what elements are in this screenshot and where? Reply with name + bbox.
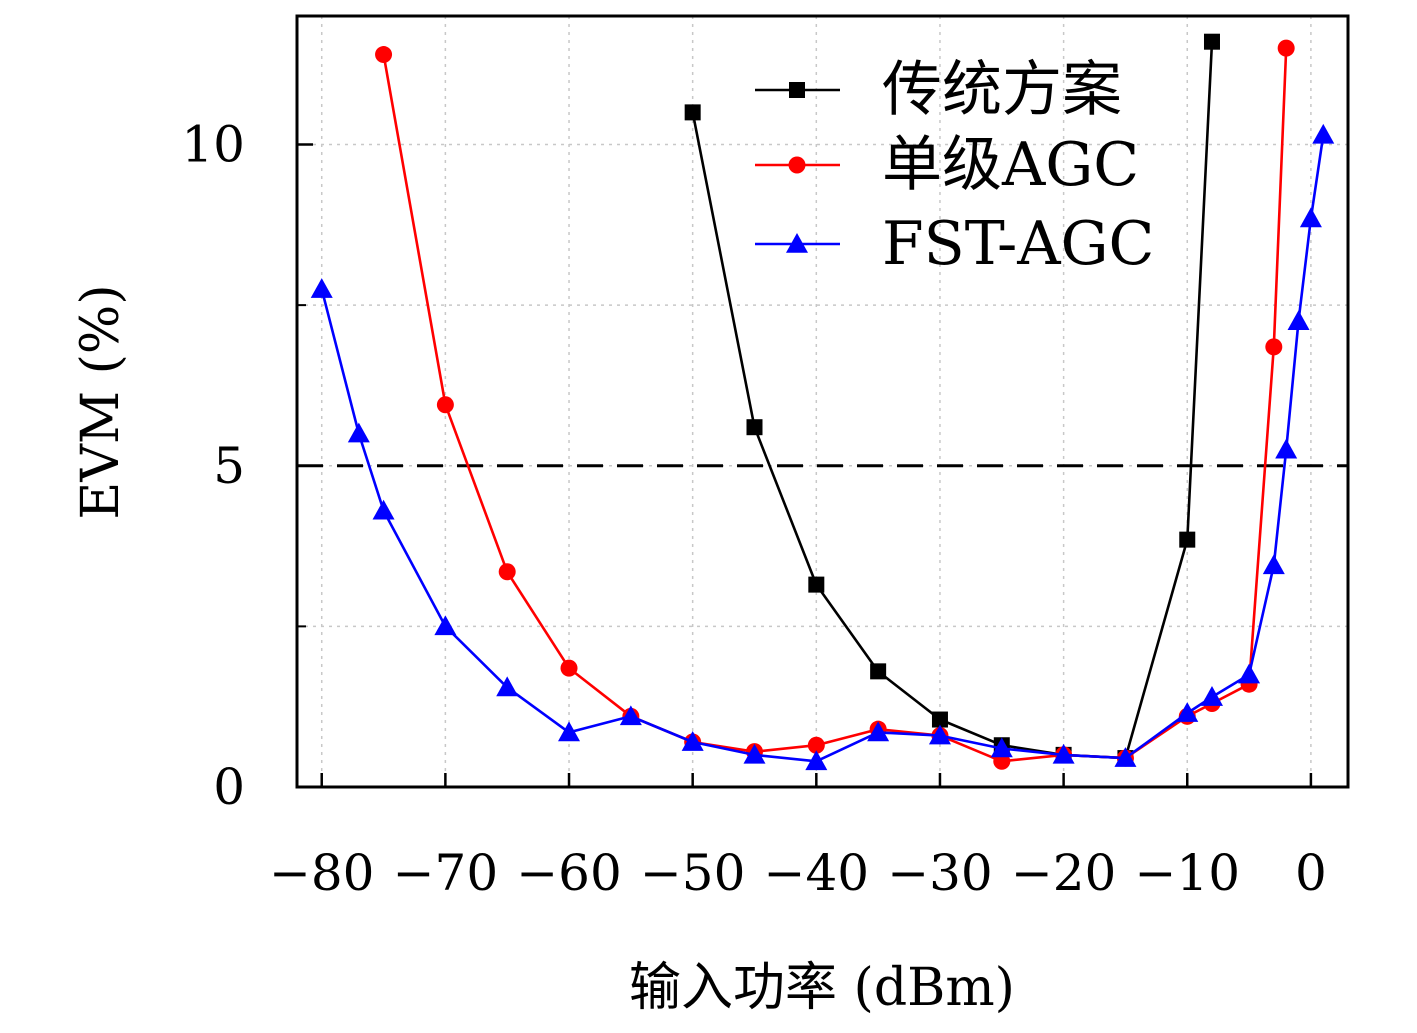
square-marker	[1179, 531, 1196, 548]
series-layer	[310, 33, 1335, 771]
triangle-marker	[928, 724, 951, 745]
series-triangle	[310, 123, 1335, 771]
y-tick-label: 5	[213, 437, 245, 495]
plot-frame	[295, 14, 1350, 789]
triangle-marker	[805, 750, 828, 771]
triangle-marker	[1176, 702, 1199, 722]
square-marker	[808, 576, 825, 593]
y-tick-label: 10	[181, 116, 245, 174]
legend-entry: 传统方案	[755, 55, 1122, 125]
x-tick-label: −40	[764, 844, 870, 902]
triangle-marker	[681, 731, 704, 751]
square-marker	[870, 663, 887, 680]
triangle-marker	[619, 705, 642, 726]
legend-label: 单级AGC	[882, 130, 1139, 200]
circle-marker	[1265, 338, 1283, 356]
y-axis-title: EVM (%)	[71, 284, 131, 519]
x-tick-label: −30	[887, 844, 993, 902]
x-tick-label: −10	[1134, 844, 1240, 902]
triangle-marker	[434, 615, 457, 636]
triangle-marker	[1299, 207, 1322, 228]
triangle-marker	[990, 737, 1013, 758]
triangle-marker	[558, 721, 581, 742]
legend-label: FST-AGC	[882, 209, 1154, 279]
tick-layer: −80 −70 −60 −50 −40 −30 −20 −10 0 0 5 10	[181, 116, 1326, 903]
circle-marker	[1277, 39, 1295, 57]
square-marker	[684, 104, 701, 121]
circle-marker	[807, 736, 825, 754]
x-tick-label: −50	[640, 844, 746, 902]
triangle-marker	[1200, 686, 1223, 706]
y-tick-label: 0	[213, 758, 245, 816]
triangle-marker	[1312, 123, 1335, 144]
circle-marker	[436, 396, 454, 414]
triangle-marker	[347, 422, 370, 443]
x-tick-label: −20	[1011, 844, 1117, 902]
triangle-marker	[867, 721, 890, 742]
frame-layer	[295, 14, 1350, 789]
circle-marker	[560, 659, 578, 677]
triangle-marker	[496, 676, 519, 697]
square-marker	[931, 711, 948, 728]
triangle-marker	[372, 499, 395, 520]
triangle-marker	[1238, 663, 1261, 684]
triangle-marker	[786, 233, 808, 253]
triangle-marker	[1262, 554, 1285, 575]
legend-label: 传统方案	[882, 55, 1122, 125]
circle-marker	[788, 156, 806, 174]
square-marker	[746, 419, 763, 436]
triangle-marker	[1114, 747, 1137, 767]
triangle-marker	[743, 743, 766, 764]
x-tick-label: −60	[516, 844, 622, 902]
series-line	[691, 41, 1214, 760]
triangle-marker	[310, 278, 333, 298]
square-marker	[789, 82, 805, 98]
triangle-marker	[1275, 438, 1298, 459]
circle-marker	[498, 563, 516, 581]
x-tick-label: −80	[269, 844, 375, 902]
square-marker	[1203, 33, 1220, 50]
triangle-marker	[1287, 310, 1310, 330]
legend-entry: 单级AGC	[755, 130, 1139, 200]
x-tick-label: 0	[1295, 844, 1327, 902]
legend-entry: FST-AGC	[755, 209, 1154, 279]
x-tick-label: −70	[393, 844, 499, 902]
circle-marker	[375, 46, 393, 64]
x-axis-title: 输入功率 (dBm)	[629, 958, 1015, 1018]
triangle-marker	[1052, 743, 1075, 764]
